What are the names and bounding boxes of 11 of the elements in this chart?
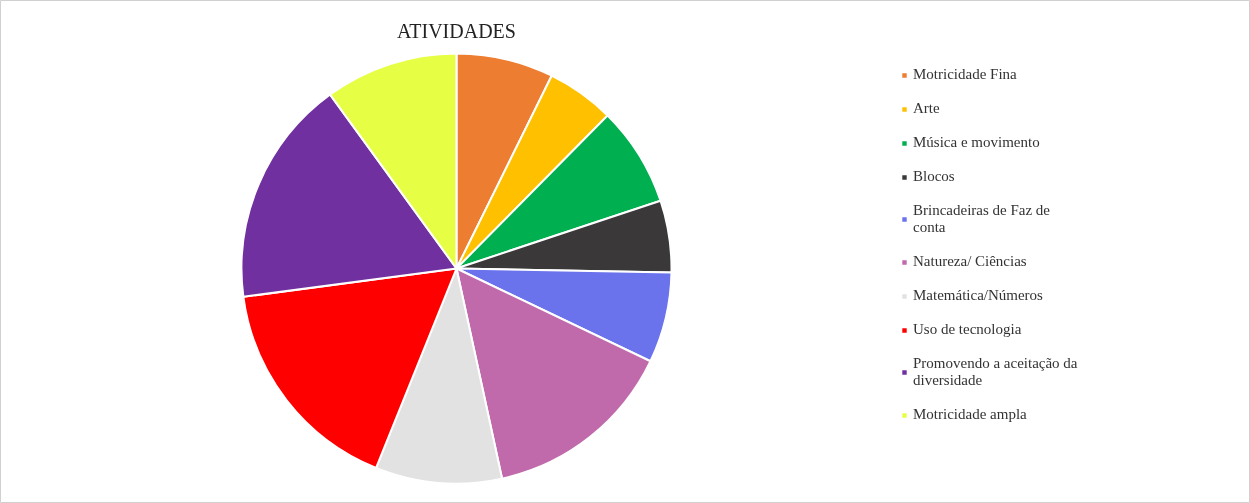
legend-label: Motricidade ampla: [913, 406, 1027, 423]
legend-label: Promovendo a aceitação da diversidade: [913, 355, 1078, 389]
legend-label: Uso de tecnologia: [913, 321, 1022, 338]
chart-title: ATIVIDADES: [397, 19, 516, 42]
legend-label: Matemática/Números: [913, 287, 1043, 304]
legend-label: Arte: [913, 100, 940, 117]
legend-label: Brincadeiras de Faz de conta: [913, 202, 1051, 236]
legend-label: Música e movimento: [913, 134, 1040, 151]
legend-label: Blocos: [913, 168, 955, 185]
legend-label: Motricidade Fina: [913, 66, 1017, 83]
legend-label: Natureza/ Ciências: [913, 253, 1027, 270]
